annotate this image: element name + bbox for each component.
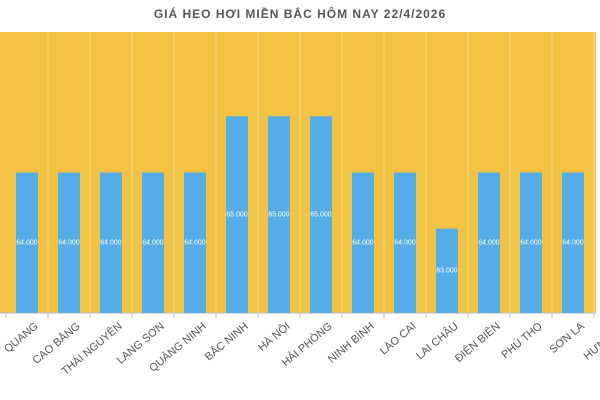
data-label: 64.000 [394, 240, 416, 247]
x-tick-label: PHÚ THỌ [499, 319, 545, 361]
x-tick-label: SƠN LA [547, 320, 587, 356]
data-label: 64.000 [520, 240, 542, 247]
x-tick-label: LÀO CAI [377, 320, 419, 358]
x-tick-label: NINH BÌNH [325, 320, 376, 366]
bar [100, 172, 122, 313]
bar [436, 228, 458, 313]
bar [16, 172, 38, 313]
bar [142, 172, 164, 313]
data-label: 65.000 [268, 211, 290, 218]
x-tick-label: HƯNG YÊ [581, 320, 600, 363]
bar [310, 116, 332, 313]
data-label: 64.000 [478, 240, 500, 247]
data-label: 65.000 [226, 211, 248, 218]
x-tick-label: HÀ NỘI [255, 320, 292, 354]
data-label: 63.000 [436, 268, 458, 275]
x-tick-label: QUANG [2, 320, 41, 355]
chart-title: GIÁ HEO HƠI MIỀN BẮC HÔM NAY 22/4/2026 [154, 6, 446, 21]
bar [226, 116, 248, 313]
bar [268, 116, 290, 313]
plot: 64.000 64.000 64.000 64.000 64.000 65.000 65.0… [0, 32, 596, 318]
bar [562, 172, 584, 313]
x-tick-label: ĐIỆN BIÊN [452, 320, 503, 365]
bar [478, 172, 500, 313]
bar [520, 172, 542, 313]
data-label: 64.000 [184, 240, 206, 247]
bar [352, 172, 374, 313]
data-label: 64.000 [352, 240, 374, 247]
x-tick-label: BẮC NINH [202, 320, 251, 364]
bar [394, 172, 416, 313]
data-label: 64.000 [16, 240, 38, 247]
data-label: 64.000 [100, 240, 122, 247]
data-label: 65.000 [310, 211, 332, 218]
data-label: 64.000 [58, 240, 80, 247]
data-label: 64.000 [562, 240, 584, 247]
bar [184, 172, 206, 313]
bar [58, 172, 80, 313]
data-label: 64.000 [142, 240, 164, 247]
